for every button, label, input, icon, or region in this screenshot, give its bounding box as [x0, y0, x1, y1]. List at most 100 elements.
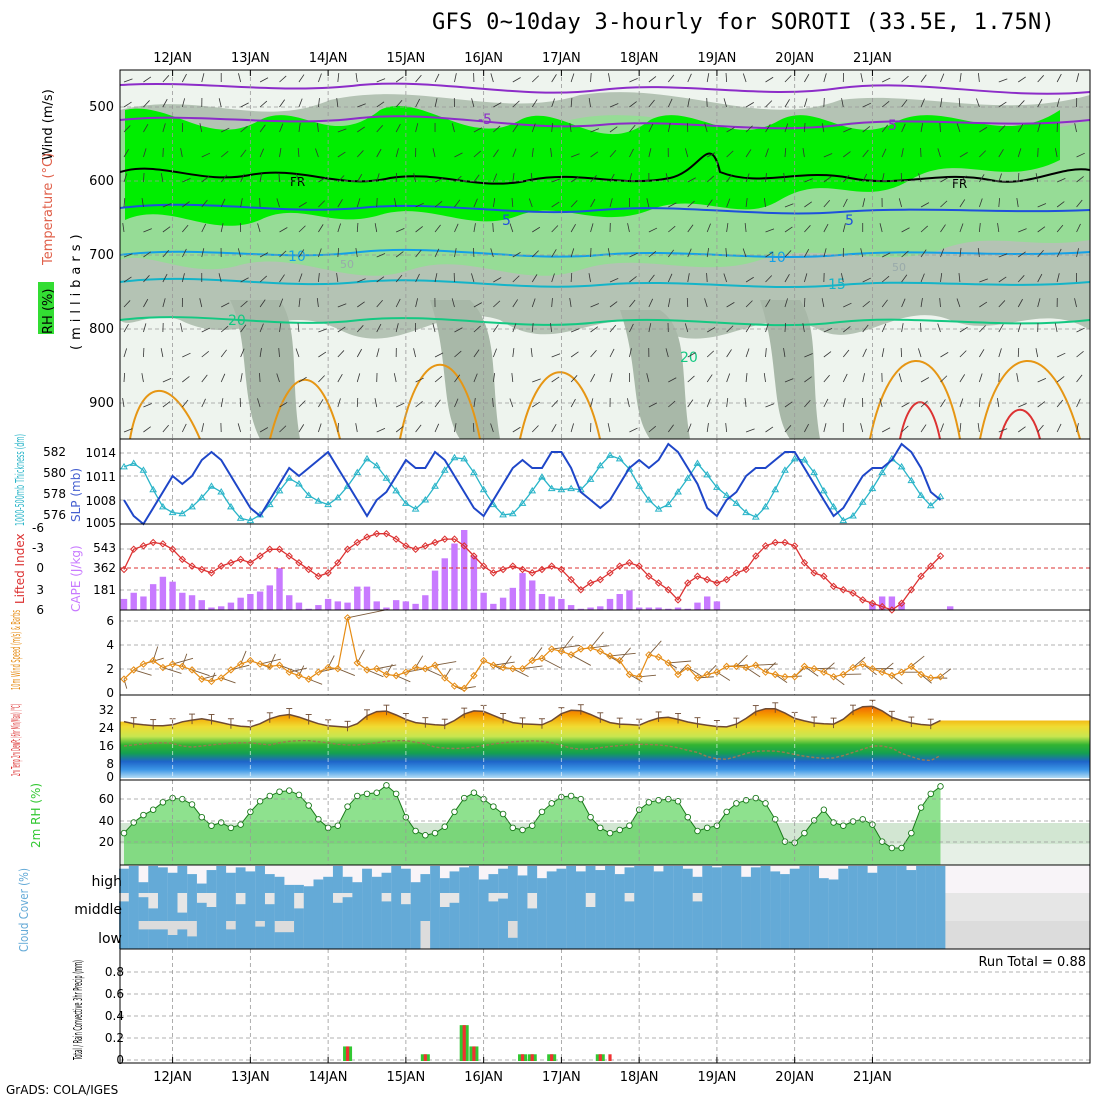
- upper-barb: [940, 224, 946, 233]
- cape-bar: [558, 598, 565, 610]
- rh2m-point: [519, 826, 526, 834]
- upper-barb: [978, 223, 981, 233]
- cloud-bar-low: [235, 921, 246, 949]
- upper-barb: [218, 273, 222, 283]
- wind10-point: [256, 660, 264, 668]
- upper-barb: [959, 73, 962, 83]
- li-point: [130, 545, 138, 553]
- upper-barb: [122, 223, 125, 233]
- upper-barb: [879, 223, 883, 233]
- upper-barb: [862, 149, 869, 158]
- upper-yticks: 500 600 700 800 900: [89, 100, 114, 411]
- li-point: [693, 572, 702, 580]
- thickness-point: [207, 482, 216, 489]
- upper-barb: [920, 424, 927, 433]
- li-tick: -6: [32, 521, 44, 535]
- li-point: [479, 562, 488, 570]
- rh2m-point: [490, 803, 497, 810]
- upper-barb: [181, 73, 187, 83]
- upper-barb: [279, 99, 286, 108]
- wind10-barb: [804, 666, 819, 677]
- rh2m-point: [285, 787, 293, 794]
- rh2m-point: [616, 826, 623, 834]
- upper-barb: [531, 148, 534, 158]
- wind10-point: [139, 660, 148, 668]
- upper-barb: [180, 323, 183, 333]
- wind10-barb: [337, 668, 356, 676]
- upper-barb: [590, 349, 597, 358]
- upper-barb: [530, 348, 533, 358]
- cape-bar: [334, 601, 342, 610]
- li-point: [839, 586, 847, 594]
- cloud-bar-middle: [167, 893, 178, 921]
- thickness-point: [742, 508, 750, 516]
- cloud-bar-high: [430, 866, 440, 893]
- upper-barb: [804, 423, 809, 433]
- upper-barb: [744, 398, 747, 408]
- upper-barb: [1056, 352, 1066, 358]
- wind10-point: [130, 666, 138, 674]
- upper-barb: [881, 124, 889, 133]
- upper-barb: [665, 348, 669, 358]
- upper-barb: [279, 227, 288, 233]
- li-point: [353, 538, 361, 547]
- cape-bar: [256, 591, 264, 610]
- li-point: [139, 542, 148, 550]
- cloud-bar-middle: [391, 893, 402, 921]
- wind10-point: [888, 671, 896, 680]
- rh2m-point: [383, 782, 390, 789]
- upper-barb: [821, 298, 825, 308]
- wind10-point: [625, 670, 634, 679]
- upper-barb: [415, 377, 424, 383]
- wind10-point: [227, 666, 235, 674]
- wind10-point: [198, 675, 206, 683]
- upper-barb: [1056, 248, 1062, 258]
- rh2m-point: [130, 819, 137, 826]
- upper-barb: [627, 398, 630, 408]
- cloud-bar-low: [264, 921, 275, 949]
- upper-barb: [843, 326, 851, 333]
- upper-barb: [490, 423, 494, 433]
- ylabel-cloud: Cloud Cover (%): [17, 868, 31, 952]
- upper-barb: [511, 197, 514, 208]
- cloud-bar-high: [673, 866, 683, 893]
- cloud-bar-middle: [430, 893, 440, 921]
- upper-barb: [490, 248, 494, 258]
- cloud-bar-high: [255, 866, 265, 893]
- upper-barb: [940, 177, 949, 183]
- upper-barb: [570, 351, 579, 358]
- upper-barb: [940, 375, 948, 383]
- wind10-point: [713, 668, 721, 676]
- upper-barb: [823, 423, 827, 433]
- upper-barb: [765, 124, 771, 133]
- upper-barb: [843, 151, 851, 158]
- upper-barb: [979, 174, 985, 183]
- thickness-point: [440, 466, 449, 473]
- cloud-bar-high: [449, 871, 460, 893]
- upper-barb: [551, 353, 561, 358]
- upper-barb: [123, 348, 128, 358]
- wind10-point: [149, 656, 157, 665]
- temp-tick: 32: [99, 703, 114, 717]
- upper-barb: [279, 323, 282, 333]
- upper-barb: [590, 151, 599, 158]
- cloud-bar-middle: [848, 893, 858, 921]
- upper-barb: [551, 249, 557, 258]
- cloud-bar-high: [575, 871, 586, 893]
- upper-barb: [181, 273, 185, 283]
- wind10-barb: [464, 686, 476, 689]
- upper-barb: [842, 398, 846, 408]
- upper-barb: [123, 125, 131, 133]
- upper-barb: [648, 227, 658, 233]
- upper-barb: [570, 272, 573, 283]
- thickness-point: [363, 454, 371, 462]
- upper-barb: [1076, 351, 1084, 358]
- upper-barb: [434, 375, 443, 383]
- cloud-bar-middle: [886, 893, 897, 921]
- wind10-point: [742, 663, 750, 672]
- upper-barb: [318, 351, 327, 358]
- upper-barb: [143, 76, 152, 83]
- cloud-bar-high: [653, 871, 664, 893]
- cloud-bar-middle: [332, 902, 343, 921]
- cloud-bar-high: [731, 866, 742, 893]
